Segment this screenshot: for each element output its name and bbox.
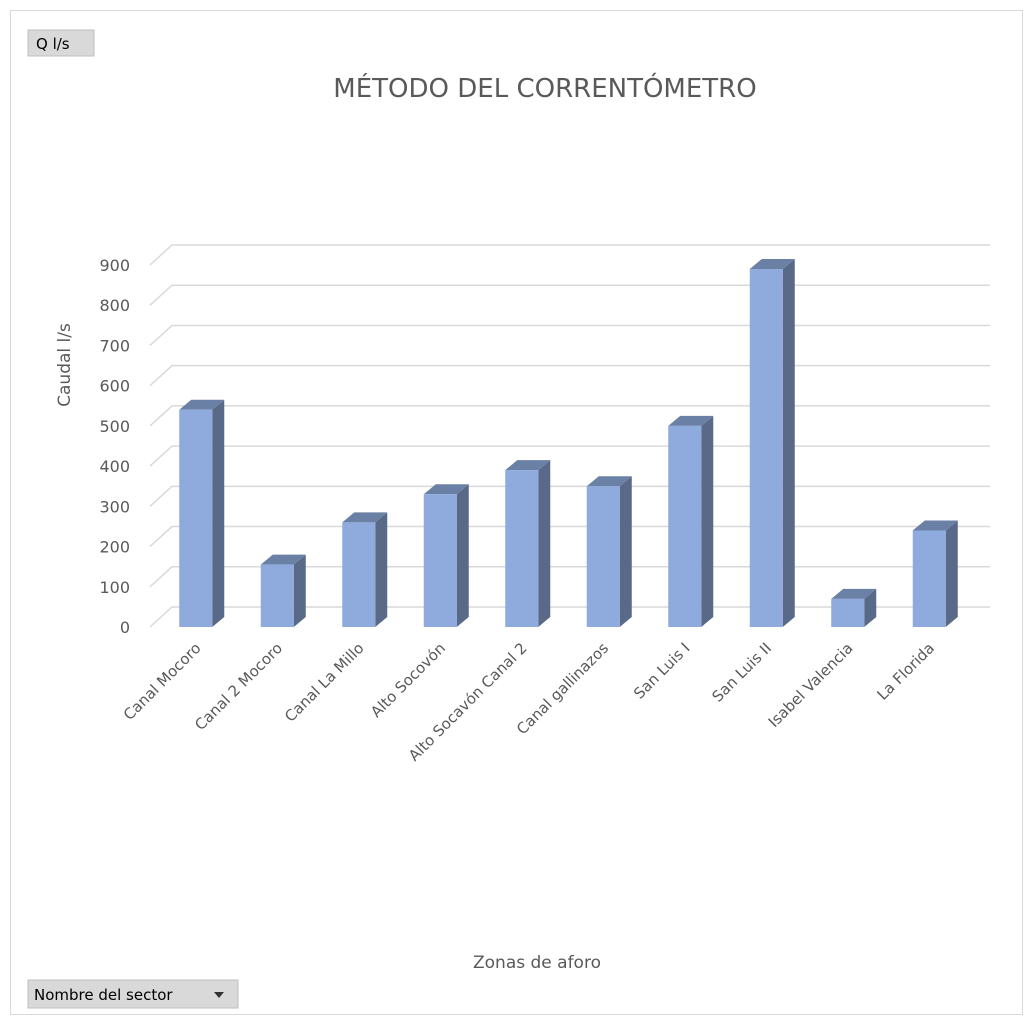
y-tick-label: 100 [99,578,130,597]
x-axis-title: Zonas de aforo [473,953,601,973]
bar-side [538,460,551,627]
bar-side [212,399,225,627]
y-tick-label: 200 [99,538,130,557]
grid-line [149,445,990,467]
bar-top [505,460,551,471]
bar-top [260,554,306,565]
bar-side [701,415,714,627]
bar [342,522,376,627]
bar [586,486,620,627]
bar [912,530,946,627]
bar-side [619,476,632,627]
bar [831,598,865,627]
grid-line [149,364,990,387]
grid-line [149,485,990,507]
grid-line [149,324,990,346]
chart-title: MÉTODO DEL CORRENTÓMETRO [333,72,756,104]
grid-line [149,244,990,266]
bar-top [912,520,958,531]
grid-line [149,405,990,427]
grid-line [149,606,990,628]
y-tick-label: 400 [99,457,130,476]
bar-top [342,512,388,523]
bar [668,425,702,627]
bar-top [831,588,877,599]
axis-field-button[interactable] [27,979,239,1009]
bar [423,494,457,627]
y-tick-label: 600 [99,377,130,396]
y-tick-label: 300 [99,497,130,516]
y-tick-label: 900 [99,256,130,275]
bar [505,470,539,627]
y-axis-title: Caudal l/s [55,323,75,407]
bar-side [945,520,958,627]
bar-top [749,259,795,270]
bar-side [293,554,306,627]
grid-line [149,284,990,306]
bar-top [586,476,632,487]
bar-side [375,512,388,627]
y-tick-label: 800 [99,296,130,315]
y-tick-label: 500 [99,417,130,436]
bar-top [423,484,469,495]
dropdown-arrow[interactable] [214,992,224,998]
y-tick-label: 0 [120,618,130,637]
bar [260,564,294,627]
value-field-label[interactable]: Q l/s [36,35,70,53]
bar [749,269,783,627]
bar-side [864,588,877,627]
bar-side [456,484,469,627]
bar-top [179,399,225,410]
grid-line [149,566,990,588]
grid-line [149,525,990,548]
y-tick-label: 700 [99,336,130,355]
bar-top [668,415,714,426]
value-field-button[interactable] [27,29,95,57]
axis-field-label[interactable]: Nombre del sector [34,986,173,1004]
bar-side [782,259,795,627]
bar [179,409,213,627]
